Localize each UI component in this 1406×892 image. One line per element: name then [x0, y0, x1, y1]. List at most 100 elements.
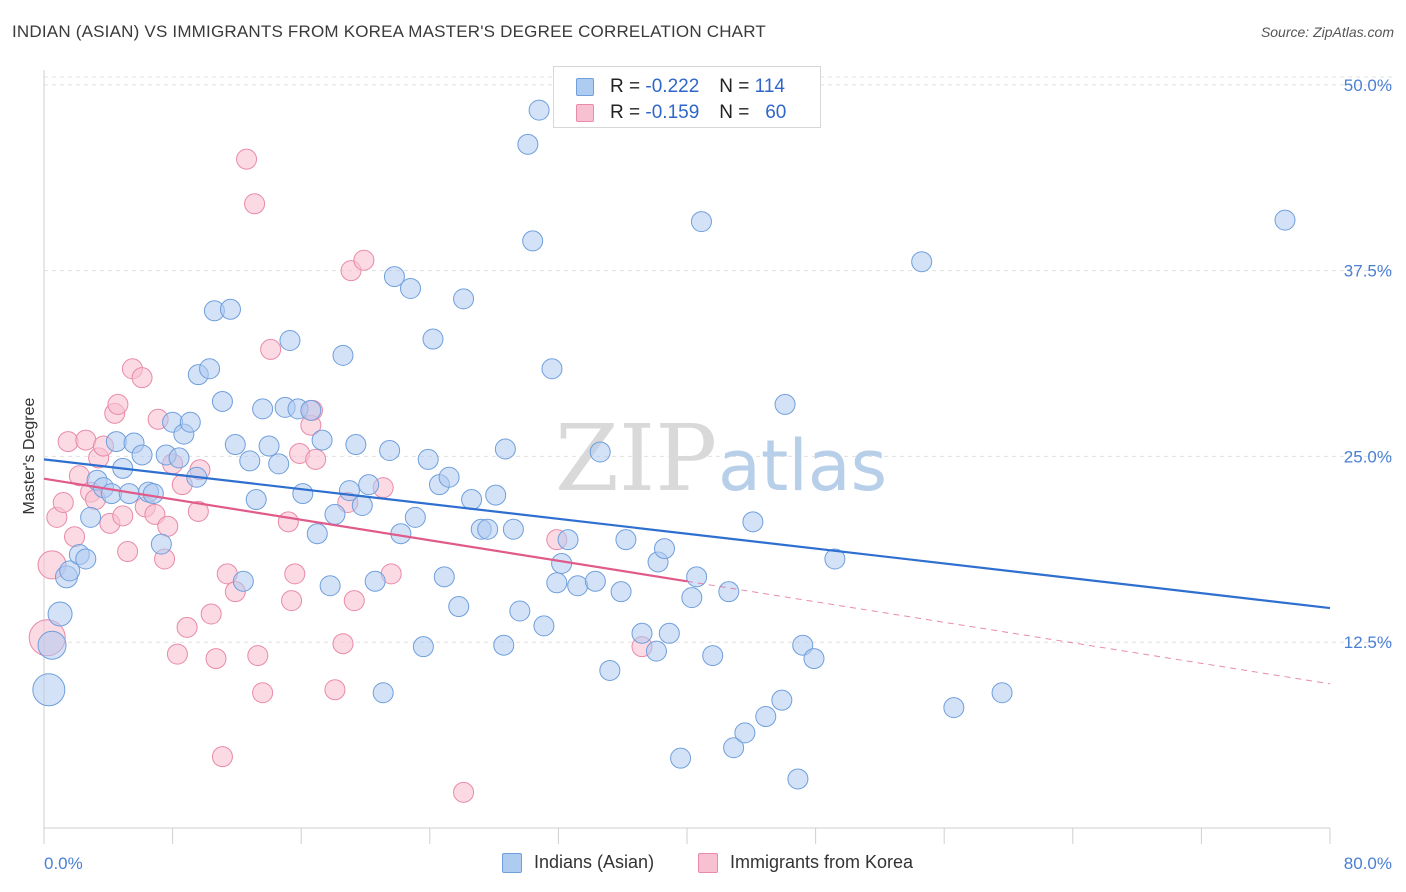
- data-point-indian: [681, 587, 703, 609]
- watermark-atlas: atlas: [718, 425, 887, 507]
- data-point-indian: [372, 682, 394, 704]
- data-point-korea: [252, 682, 274, 704]
- data-point-indian: [645, 640, 667, 662]
- x-tick-label: 0.0%: [44, 854, 83, 873]
- data-point-korea: [277, 511, 299, 533]
- data-point-indian: [522, 230, 544, 252]
- data-point-korea: [52, 492, 74, 514]
- data-point-korea: [281, 590, 303, 612]
- data-point-korea: [453, 781, 475, 803]
- data-point-indian: [131, 444, 153, 466]
- data-point-korea: [157, 515, 179, 537]
- data-point-indian: [589, 441, 611, 463]
- bottom-legend: Indians (Asian) Immigrants from Korea: [0, 852, 1406, 876]
- data-point-indian: [690, 211, 712, 233]
- data-point-indian: [493, 634, 515, 656]
- legend-box: R = -0.222 N = 114 R = -0.159 N = 60: [553, 66, 821, 128]
- data-point-korea: [57, 431, 79, 453]
- data-point-indian: [824, 548, 846, 570]
- data-point-indian: [37, 630, 67, 660]
- data-point-korea: [353, 249, 375, 271]
- data-point-indian: [311, 429, 333, 451]
- data-point-korea: [75, 429, 97, 451]
- data-point-indian: [1274, 209, 1296, 231]
- data-point-indian: [324, 503, 346, 525]
- data-point-indian: [101, 483, 123, 505]
- data-point-indian: [306, 523, 328, 545]
- legend-r-label: R =: [610, 76, 641, 97]
- data-point-indian: [412, 636, 434, 658]
- data-point-indian: [358, 474, 380, 496]
- data-point-indian: [615, 529, 637, 551]
- bottom-legend-label-indian: Indians (Asian): [534, 852, 655, 872]
- data-point-indian: [718, 581, 740, 603]
- data-point-indian: [599, 659, 621, 681]
- bottom-legend-indian: Indians (Asian): [502, 852, 654, 873]
- data-point-korea: [247, 645, 269, 667]
- y-tick-label: 12.5%: [1344, 633, 1392, 652]
- data-point-indian: [453, 288, 475, 310]
- data-point-indian: [400, 277, 422, 299]
- data-point-korea: [211, 746, 233, 768]
- data-point-indian: [211, 390, 233, 412]
- data-point-indian: [509, 600, 531, 622]
- data-point-indian: [502, 518, 524, 540]
- bottom-legend-swatch-blue: [502, 852, 522, 873]
- data-point-indian: [105, 431, 127, 453]
- data-point-indian: [438, 466, 460, 488]
- data-point-korea: [305, 448, 327, 470]
- y-tick-label: 37.5%: [1344, 262, 1392, 281]
- data-point-indian: [47, 601, 73, 627]
- data-point-korea: [187, 500, 209, 522]
- data-point-indian: [461, 489, 483, 511]
- data-point-indian: [300, 399, 322, 421]
- data-point-indian: [742, 511, 764, 533]
- data-point-indian: [279, 330, 301, 352]
- data-point-indian: [219, 298, 241, 320]
- legend-swatch-pink: [576, 104, 594, 122]
- data-point-indian: [670, 747, 692, 769]
- data-point-indian: [991, 682, 1013, 704]
- data-point-indian: [734, 722, 756, 744]
- data-point-indian: [75, 548, 97, 570]
- data-point-korea: [64, 526, 86, 548]
- data-point-indian: [528, 99, 550, 121]
- data-point-indian: [567, 575, 589, 597]
- data-point-korea: [332, 633, 354, 655]
- data-point-indian: [610, 581, 632, 603]
- data-point-indian: [268, 453, 290, 475]
- bottom-legend-swatch-pink: [698, 852, 718, 873]
- data-point-indian: [653, 538, 675, 560]
- data-point-indian: [252, 398, 274, 420]
- data-point-indian: [417, 448, 439, 470]
- data-point-indian: [292, 483, 314, 505]
- data-point-korea: [343, 590, 365, 612]
- data-point-indian: [351, 494, 373, 516]
- data-point-indian: [332, 344, 354, 366]
- data-point-indian: [755, 706, 777, 728]
- data-point-indian: [383, 266, 405, 288]
- data-point-korea: [244, 193, 266, 215]
- trend-line-korea-extension: [686, 580, 1331, 685]
- data-point-indian: [658, 622, 680, 644]
- legend-n-label: N =: [719, 76, 750, 97]
- data-point-indian: [774, 393, 796, 415]
- data-point-indian: [258, 435, 280, 457]
- data-point-indian: [546, 572, 568, 594]
- data-point-korea: [131, 367, 153, 389]
- watermark-zip: ZIP: [555, 405, 717, 512]
- data-point-indian: [32, 673, 66, 707]
- legend-n-value: 114: [754, 76, 785, 97]
- data-point-indian: [150, 533, 172, 555]
- data-point-indian: [59, 560, 81, 582]
- legend-r-label: R =: [610, 102, 641, 123]
- data-point-korea: [324, 679, 346, 701]
- watermark: ZIP atlas: [555, 405, 887, 512]
- y-tick-label: 50.0%: [1344, 76, 1392, 95]
- data-point-indian: [239, 450, 261, 472]
- bottom-legend-label-korea: Immigrants from Korea: [730, 852, 914, 872]
- legend-row-korea: R = -0.159 N = 60: [576, 101, 786, 125]
- data-point-indian: [584, 570, 606, 592]
- legend-n-value: 60: [765, 102, 787, 123]
- data-point-indian: [179, 411, 201, 433]
